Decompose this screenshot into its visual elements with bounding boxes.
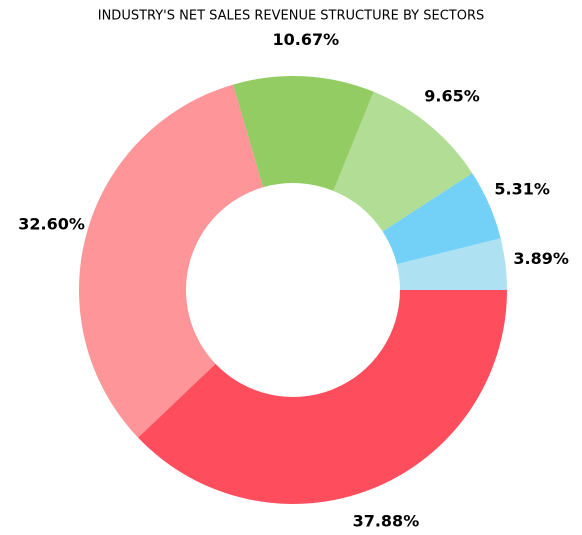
donut-slice: [396, 238, 507, 290]
data-label: 3.89%: [513, 249, 569, 268]
data-label: 37.88%: [353, 512, 420, 531]
donut-slice: [233, 75, 374, 191]
data-label: 9.65%: [424, 87, 480, 106]
chart-title: INDUSTRY'S NET SALES REVENUE STRUCTURE B…: [98, 9, 485, 24]
data-label: 10.67%: [272, 30, 339, 49]
donut-slice: [138, 290, 507, 504]
donut-slice: [382, 173, 501, 265]
data-label: 5.31%: [494, 180, 550, 199]
data-label: 32.60%: [18, 215, 85, 234]
donut-slice: [79, 84, 264, 438]
donut-slice: [333, 91, 473, 232]
